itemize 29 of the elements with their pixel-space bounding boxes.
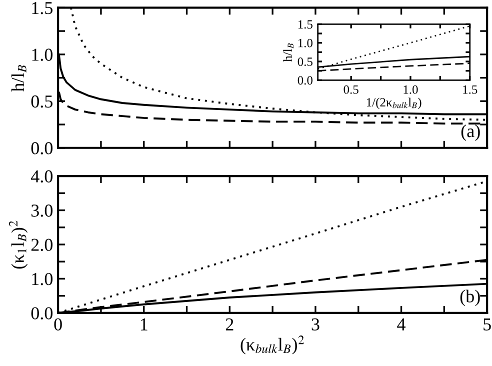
x-tick-label: 4 [397, 318, 406, 330]
x-axis-title: 1/(2κ$_{bulk}$l$_{B}$) [366, 98, 422, 110]
annotation: (a) [461, 124, 480, 141]
y-axis-title: h/l$_{B}$ [11, 65, 26, 92]
x-tick-label: 1 [140, 318, 148, 330]
y-tick-label: 1.0 [298, 38, 312, 48]
x-tick-label: 1.0 [404, 85, 418, 94]
y-tick-label: 0.5 [31, 95, 52, 108]
x-tick-label: 0.5 [344, 85, 358, 94]
x-tick-label: 5 [484, 318, 491, 330]
y-axis-title: h/l$_{B}$ [283, 43, 294, 62]
y-tick-label: 1.0 [32, 48, 53, 61]
y-tick-label: 0.5 [298, 58, 312, 66]
y-axis-title: (κ$_{1}$l$_{B}$)$^{2}$ [8, 220, 28, 269]
y-tick-label: 2.0 [31, 238, 53, 252]
y-tick-label: 3.0 [31, 204, 53, 217]
x-axis-title: (κ$_{bulk}$l$_{B}$)$^{2}$ [240, 336, 304, 354]
y-tick-label: 0.0 [298, 76, 312, 85]
y-tick-label: 1.5 [298, 20, 312, 29]
x-tick-label: 1.5 [463, 85, 478, 94]
y-tick-label: 0.0 [31, 142, 53, 154]
x-tick-label: 0 [54, 318, 62, 330]
y-tick-label: 4.0 [30, 170, 53, 183]
y-tick-label: 1.0 [32, 272, 53, 286]
annotation: (b) [460, 290, 480, 306]
y-tick-label: 0.0 [31, 307, 53, 320]
x-tick-label: 2 [226, 318, 234, 330]
y-tick-label: 1.5 [32, 2, 52, 14]
x-tick-label: 3 [312, 318, 320, 330]
